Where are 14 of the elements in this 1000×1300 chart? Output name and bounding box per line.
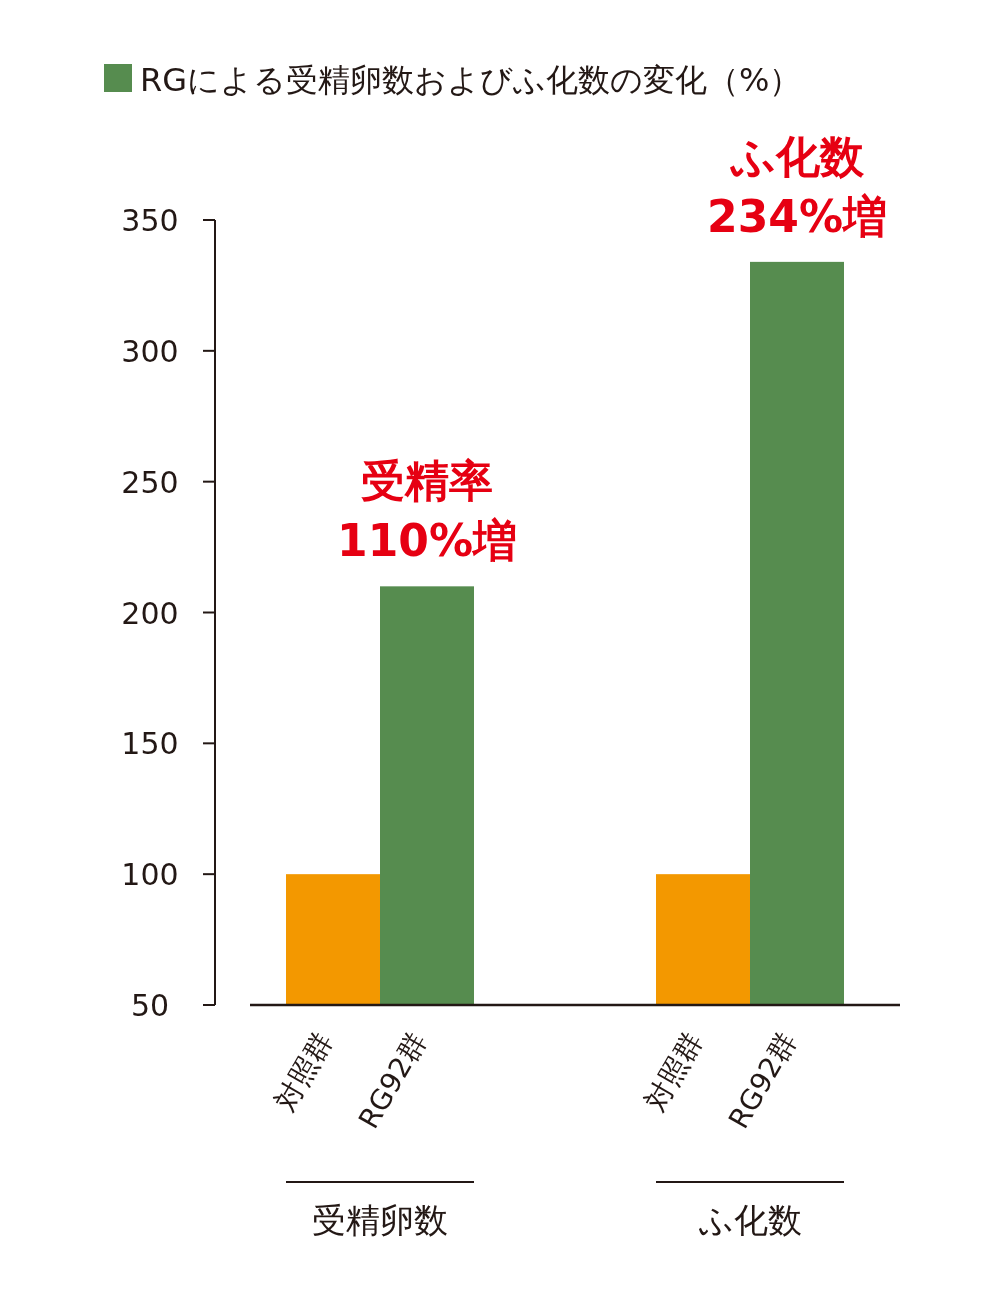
annotation: 受精率 110%増 bbox=[337, 455, 517, 567]
text: 対照群 bbox=[638, 1027, 710, 1117]
y-tick-label: 100 bbox=[121, 857, 179, 893]
y-tick-label: 200 bbox=[121, 595, 179, 631]
y-tick-label: 50 bbox=[130, 988, 170, 1023]
chart-title: RGによる受精卵数およびふ化数の変化（%） bbox=[140, 61, 802, 99]
y-tick-label: 300 bbox=[121, 333, 179, 369]
y-tick-label: 150 bbox=[121, 726, 179, 762]
annotation: ふ化数 234%増 bbox=[707, 130, 887, 242]
y-tick-label: 250 bbox=[121, 464, 179, 500]
y-tick-label: 350 bbox=[121, 203, 179, 238]
text: 対照群 bbox=[268, 1027, 340, 1117]
x-tick-label: ふ化数 bbox=[697, 1200, 802, 1240]
x-tick-label: 受精卵数 bbox=[312, 1200, 448, 1240]
